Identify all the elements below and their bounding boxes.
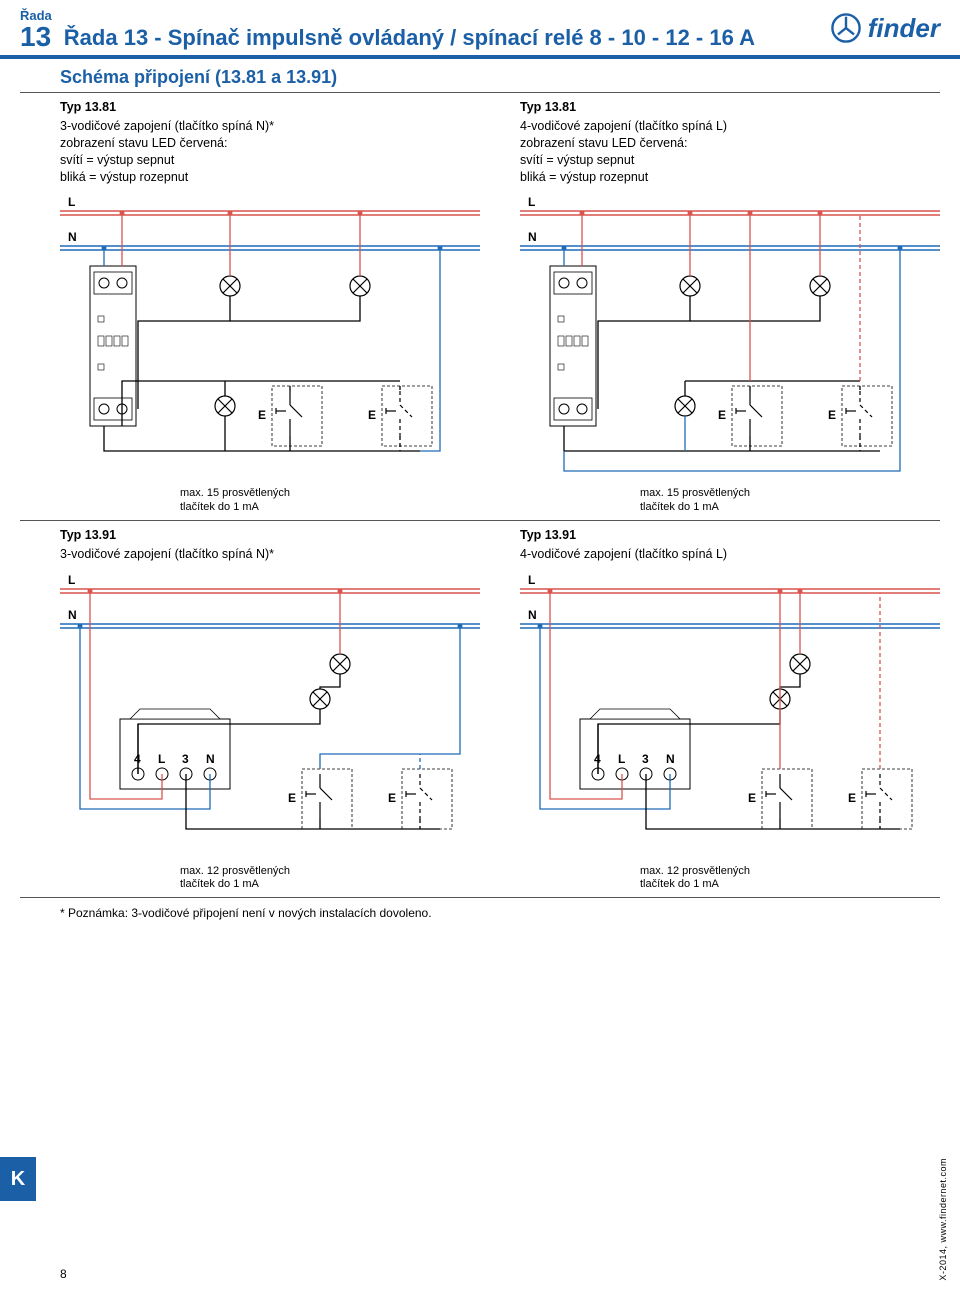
desc-line: 3-vodičové zapojení (tlačítko spíná N)*	[60, 546, 480, 563]
svg-text:L: L	[618, 752, 625, 766]
header-divider	[0, 55, 960, 59]
series-box: Řada 13	[20, 8, 52, 51]
svg-text:3: 3	[182, 752, 189, 766]
svg-text:E: E	[748, 791, 756, 805]
svg-text:E: E	[288, 791, 296, 805]
wiring-diagram-91-4w: LN4L3NEE	[520, 569, 940, 869]
block-13-81-4wire: Typ 13.81 4-vodičové zapojení (tlačítko …	[520, 99, 940, 185]
wiring-diagram-81-3w: L N E E	[60, 191, 480, 491]
svg-text:N: N	[68, 608, 77, 622]
page-header: Řada 13 Řada 13 - Spínač impulsně ovláda…	[0, 0, 960, 51]
finder-logo-icon	[830, 12, 862, 44]
svg-text:N: N	[68, 230, 77, 244]
svg-text:N: N	[528, 608, 537, 622]
svg-text:L: L	[68, 573, 75, 587]
type-heading: Typ 13.81	[520, 99, 940, 116]
desc-line: zobrazení stavu LED červená:	[60, 135, 480, 152]
svg-text:N: N	[206, 752, 215, 766]
block-13-81-3wire: Typ 13.81 3-vodičové zapojení (tlačítko …	[60, 99, 480, 185]
svg-text:3: 3	[642, 752, 649, 766]
caption-line: tlačítek do 1 mA	[180, 501, 480, 514]
desc-line: 3-vodičové zapojení (tlačítko spíná N)*	[60, 118, 480, 135]
side-credit: X-2014, www.findernet.com	[938, 1158, 948, 1281]
svg-text:L: L	[68, 195, 75, 209]
svg-text:E: E	[258, 408, 266, 422]
wiring-diagram-91-3w: LN4L3NEE	[60, 569, 480, 869]
type-heading: Typ 13.91	[520, 527, 940, 544]
desc-line: svítí = výstup sepnut	[520, 152, 940, 169]
block-13-91-4wire: Typ 13.91 4-vodičové zapojení (tlačítko …	[520, 527, 940, 563]
svg-text:E: E	[828, 408, 836, 422]
svg-text:L: L	[158, 752, 165, 766]
page-number: 8	[60, 1267, 67, 1281]
svg-text:N: N	[528, 230, 537, 244]
caption-line: tlačítek do 1 mA	[180, 878, 480, 891]
caption-line: tlačítek do 1 mA	[640, 501, 940, 514]
section-subtitle: Schéma připojení (13.81 a 13.91)	[0, 61, 960, 92]
svg-text:L: L	[528, 195, 535, 209]
page-title: Řada 13 - Spínač impulsně ovládaný / spí…	[64, 25, 755, 51]
desc-line: bliká = výstup rozepnut	[520, 169, 940, 186]
section-tab-k: K	[0, 1157, 36, 1201]
svg-text:E: E	[368, 408, 376, 422]
svg-text:N: N	[666, 752, 675, 766]
caption-line: tlačítek do 1 mA	[640, 878, 940, 891]
svg-text:E: E	[388, 791, 396, 805]
desc-line: 4-vodičové zapojení (tlačítko spíná L)	[520, 546, 940, 563]
type-heading: Typ 13.91	[60, 527, 480, 544]
type-heading: Typ 13.81	[60, 99, 480, 116]
series-number: 13	[20, 23, 52, 51]
svg-text:E: E	[718, 408, 726, 422]
svg-text:L: L	[528, 573, 535, 587]
svg-text:E: E	[848, 791, 856, 805]
desc-line: zobrazení stavu LED červená:	[520, 135, 940, 152]
desc-line: bliká = výstup rozepnut	[60, 169, 480, 186]
logo-text: finder	[868, 13, 940, 44]
footnote: * Poznámka: 3-vodičové připojení není v …	[0, 898, 960, 920]
desc-line: svítí = výstup sepnut	[60, 152, 480, 169]
block-13-91-3wire: Typ 13.91 3-vodičové zapojení (tlačítko …	[60, 527, 480, 563]
brand-logo: finder	[830, 12, 940, 44]
wiring-diagram-81-4w: L N E E	[520, 191, 940, 491]
desc-line: 4-vodičové zapojení (tlačítko spíná L)	[520, 118, 940, 135]
